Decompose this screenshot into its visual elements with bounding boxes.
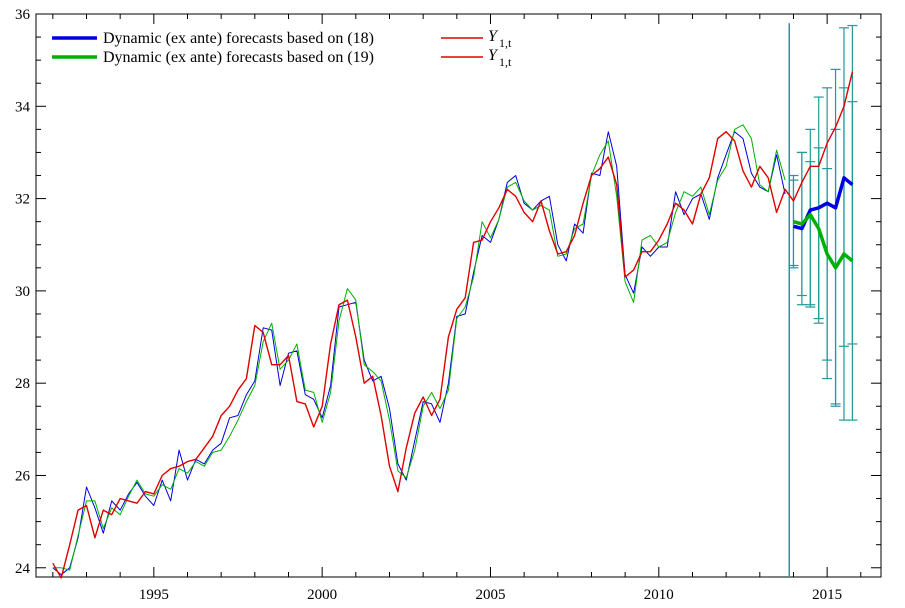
y-tick-label: 32 bbox=[15, 192, 30, 208]
legend-math-subscript: 1,t bbox=[499, 36, 512, 50]
axis-ticks: 1995 2000 2005 2010 2015 24 26 28 30 32 34 36 bbox=[15, 7, 881, 603]
legend-label: Dynamic (ex ante) forecasts based on (19… bbox=[103, 49, 374, 66]
y-tick-label: 24 bbox=[15, 561, 31, 577]
series-fit19-line bbox=[52, 124, 786, 571]
x-tick-label: 2000 bbox=[307, 587, 337, 603]
x-tick-label: 1995 bbox=[139, 587, 169, 603]
x-tick-label: 2005 bbox=[475, 587, 505, 603]
legend-math-subscript: 1,t bbox=[499, 55, 512, 69]
y-tick-label: 34 bbox=[15, 99, 31, 115]
y-tick-label: 36 bbox=[15, 7, 31, 23]
legend-math-label: Y bbox=[488, 47, 499, 64]
legend: Dynamic (ex ante) forecasts based on (18… bbox=[52, 28, 512, 69]
series-actual-line bbox=[52, 71, 854, 579]
y-tick-label: 26 bbox=[15, 468, 31, 484]
forecast-fit18-line bbox=[793, 176, 854, 231]
y-tick-label: 28 bbox=[15, 376, 30, 392]
series-lines bbox=[52, 71, 854, 579]
forecast-fit19-line bbox=[793, 212, 854, 270]
forecast-error-bands bbox=[788, 23, 858, 577]
legend-math-label: Y bbox=[488, 28, 499, 45]
legend-label: Dynamic (ex ante) forecasts based on (18… bbox=[103, 30, 374, 47]
x-tick-label: 2015 bbox=[812, 587, 842, 603]
y-tick-label: 30 bbox=[15, 284, 30, 300]
series-fit18-line bbox=[52, 131, 786, 576]
plot-frame bbox=[35, 13, 882, 578]
x-tick-label: 2010 bbox=[644, 587, 674, 603]
